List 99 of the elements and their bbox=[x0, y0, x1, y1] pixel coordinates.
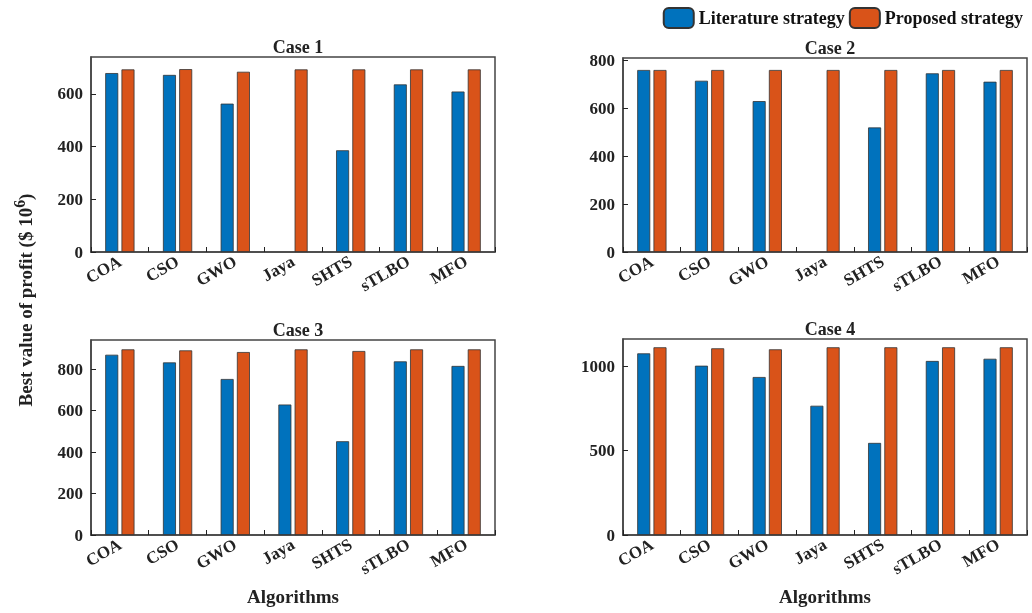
x-tick-label: Jaya bbox=[790, 251, 831, 286]
chart-title: Case 4 bbox=[804, 319, 856, 339]
x-tick-label: MFO bbox=[427, 534, 471, 572]
bar bbox=[162, 362, 176, 535]
y-tick-label: 400 bbox=[57, 137, 83, 157]
bar bbox=[653, 69, 667, 252]
bar bbox=[467, 69, 481, 252]
bar bbox=[179, 350, 193, 535]
y-tick-label: 400 bbox=[57, 442, 83, 462]
y-tick-label: 200 bbox=[57, 189, 83, 209]
x-axis-title: Algorithms bbox=[779, 586, 871, 607]
x-tick-label: GWO bbox=[192, 534, 241, 573]
x-tick-label: MFO bbox=[427, 251, 471, 289]
x-tick-label: GWO bbox=[724, 534, 773, 573]
x-tick-label: CSO bbox=[674, 251, 715, 286]
legend-label: Proposed strategy bbox=[884, 8, 1024, 28]
bar bbox=[999, 69, 1013, 252]
bar bbox=[393, 361, 407, 535]
y-tick-label: 1000 bbox=[581, 356, 615, 376]
x-tick-label: COA bbox=[82, 534, 126, 571]
y-tick-label: 0 bbox=[74, 525, 83, 545]
y-tick-label: 200 bbox=[57, 484, 83, 504]
bar bbox=[294, 349, 308, 535]
bar bbox=[768, 349, 782, 535]
x-tick-label: CSO bbox=[674, 534, 715, 569]
chart-title: Case 3 bbox=[272, 320, 324, 340]
x-tick-label: Jaya bbox=[258, 534, 299, 569]
bar bbox=[826, 347, 840, 535]
y-tick-label: 600 bbox=[57, 84, 83, 104]
bar bbox=[925, 73, 939, 252]
bar bbox=[694, 80, 708, 252]
x-tick-label: MFO bbox=[959, 251, 1003, 289]
bar bbox=[236, 352, 250, 535]
y-tick-label: 0 bbox=[606, 242, 615, 262]
bar bbox=[653, 347, 667, 535]
legend-label: Literature strategy bbox=[698, 8, 845, 28]
bar bbox=[352, 69, 366, 252]
bar bbox=[236, 71, 250, 252]
chart-title: Case 2 bbox=[804, 38, 856, 58]
bar bbox=[278, 404, 292, 535]
x-tick-label: COA bbox=[614, 534, 658, 571]
x-tick-label: COA bbox=[614, 251, 658, 288]
bar bbox=[868, 442, 882, 535]
bar bbox=[121, 69, 135, 252]
bar bbox=[336, 441, 350, 535]
bar bbox=[637, 69, 651, 252]
bar bbox=[711, 348, 725, 535]
bar bbox=[121, 349, 135, 535]
bar bbox=[983, 81, 997, 252]
bar bbox=[884, 347, 898, 535]
bar bbox=[162, 74, 176, 252]
bar bbox=[983, 358, 997, 535]
bar bbox=[925, 360, 939, 535]
bar bbox=[752, 377, 766, 535]
bar bbox=[768, 69, 782, 252]
bar bbox=[451, 91, 465, 252]
bar bbox=[179, 69, 193, 252]
x-axis-title: Algorithms bbox=[247, 586, 339, 607]
y-tick-label: 600 bbox=[589, 98, 615, 118]
bar bbox=[467, 349, 481, 535]
bar bbox=[410, 69, 424, 252]
bar bbox=[694, 365, 708, 535]
y-tick-label: 0 bbox=[74, 242, 83, 262]
y-tick-label: 500 bbox=[589, 441, 615, 461]
bar bbox=[393, 84, 407, 252]
bar bbox=[752, 101, 766, 252]
bar bbox=[942, 69, 956, 252]
bar bbox=[336, 150, 350, 252]
bar bbox=[637, 353, 651, 535]
bar bbox=[220, 379, 234, 535]
x-tick-label: Jaya bbox=[258, 251, 299, 286]
y-tick-label: 800 bbox=[589, 50, 615, 70]
bar bbox=[410, 349, 424, 535]
bar bbox=[105, 73, 119, 252]
x-tick-label: MFO bbox=[959, 534, 1003, 572]
y-tick-label: 800 bbox=[57, 359, 83, 379]
x-tick-label: CSO bbox=[142, 251, 183, 286]
bar bbox=[826, 69, 840, 252]
bar bbox=[942, 347, 956, 535]
bar bbox=[451, 365, 465, 535]
bar bbox=[999, 347, 1013, 535]
y-tick-label: 0 bbox=[606, 525, 615, 545]
x-tick-label: GWO bbox=[724, 251, 773, 290]
y-tick-label: 200 bbox=[589, 194, 615, 214]
bar bbox=[868, 127, 882, 252]
x-tick-label: COA bbox=[82, 251, 126, 288]
x-tick-label: Jaya bbox=[790, 534, 831, 569]
y-tick-label: 600 bbox=[57, 401, 83, 421]
bar bbox=[352, 350, 366, 535]
bar bbox=[810, 405, 824, 535]
bar bbox=[884, 69, 898, 252]
chart-title: Case 1 bbox=[272, 37, 324, 57]
y-tick-label: 400 bbox=[589, 146, 615, 166]
bar bbox=[294, 69, 308, 252]
bar bbox=[711, 69, 725, 252]
x-tick-label: CSO bbox=[142, 534, 183, 569]
bar bbox=[220, 103, 234, 252]
bar bbox=[105, 354, 119, 535]
x-tick-label: GWO bbox=[192, 251, 241, 290]
